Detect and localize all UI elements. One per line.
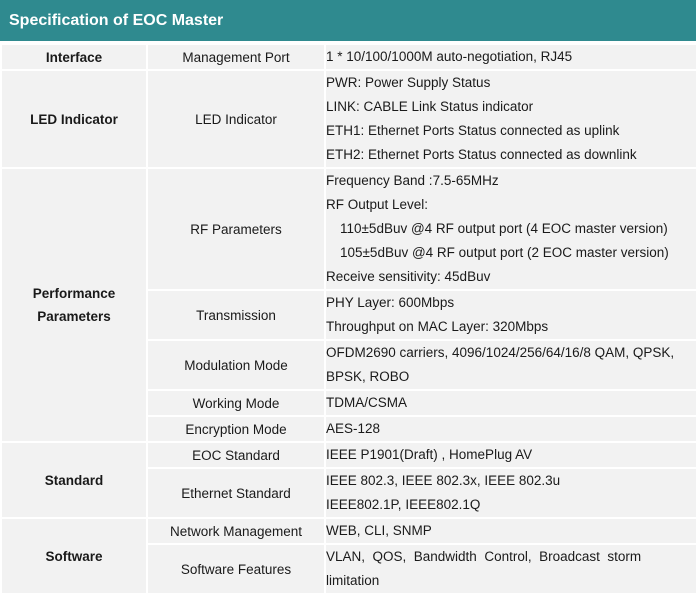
value-cell: AES-128 <box>324 415 696 443</box>
value-line: 105±5dBuv @4 RF output port (2 EOC maste… <box>340 245 669 260</box>
value-cell: Frequency Band :7.5-65MHz RF Output Leve… <box>324 167 696 291</box>
label-cell: Encryption Mode <box>146 415 326 443</box>
category-cell: LED Indicator <box>0 69 148 169</box>
value-cell: VLAN, QOS, Bandwidth Control, Broadcast … <box>324 543 696 595</box>
label-cell: RF Parameters <box>146 167 326 291</box>
value-cell: PWR: Power Supply Status LINK: CABLE Lin… <box>324 69 696 169</box>
table-row: Interface Management Port 1 * 10/100/100… <box>0 43 696 71</box>
table-row: Software Features VLAN, QOS, Bandwidth C… <box>1 543 696 595</box>
value-line: ETH2: Ethernet Ports Status connected as… <box>326 147 637 162</box>
label-cell: Management Port <box>146 43 326 71</box>
value-line: IEEE P1901(Draft) , HomePlug AV <box>326 447 533 462</box>
category-cell: Interface <box>0 43 148 71</box>
value-line: IEEE802.1P, IEEE802.1Q <box>326 497 481 512</box>
value-line: RF Output Level: <box>326 197 429 212</box>
category-cell: Performance Parameters <box>0 167 148 443</box>
table-row: Modulation Mode OFDM2690 carriers, 4096/… <box>1 339 696 391</box>
value-line: BPSK, ROBO <box>326 369 410 384</box>
value-line: IEEE 802.3, IEEE 802.3x, IEEE 802.3u <box>326 473 561 488</box>
label-cell: Software Features <box>146 543 326 595</box>
table-row: Standard EOC Standard IEEE P1901(Draft) … <box>0 441 696 519</box>
spec-table: Interface Management Port 1 * 10/100/100… <box>0 43 696 595</box>
value-cell: OFDM2690 carriers, 4096/1024/256/64/16/8… <box>324 339 696 391</box>
value-line: ETH1: Ethernet Ports Status connected as… <box>326 123 620 138</box>
table-row: LED Indicator LED Indicator PWR: Power S… <box>0 69 696 169</box>
category-label: Performance <box>32 286 116 301</box>
label-cell: LED Indicator <box>146 69 326 169</box>
label-cell: EOC Standard <box>146 441 326 469</box>
table-row: Ethernet Standard IEEE 802.3, IEEE 802.3… <box>1 467 696 519</box>
label-cell: Modulation Mode <box>146 339 326 391</box>
page-title: Specification of EOC Master <box>0 0 696 41</box>
table-row: Software Network Management WEB, CLI, SN… <box>0 517 696 595</box>
value-line: Receive sensitivity: 45dBuv <box>326 269 491 284</box>
value-cell: IEEE 802.3, IEEE 802.3x, IEEE 802.3u IEE… <box>324 467 696 519</box>
value-line: PWR: Power Supply Status <box>326 75 491 90</box>
category-label: Parameters <box>37 309 111 324</box>
category-label: LED Indicator <box>30 111 118 127</box>
value-line: 110±5dBuv @4 RF output port (4 EOC maste… <box>340 221 668 236</box>
table-row: Working Mode TDMA/CSMA <box>1 389 696 417</box>
value-cell: TDMA/CSMA <box>324 389 696 417</box>
value-cell: IEEE P1901(Draft) , HomePlug AV <box>324 441 696 469</box>
value-line: OFDM2690 carriers, 4096/1024/256/64/16/8… <box>326 345 675 360</box>
value-line: AES-128 <box>326 421 381 436</box>
value-line: TDMA/CSMA <box>326 395 407 410</box>
value-line: LINK: CABLE Link Status indicator <box>326 99 534 114</box>
category-cell: Standard <box>0 441 148 519</box>
value-line: WEB, CLI, SNMP <box>326 523 432 538</box>
category-label: Software <box>45 548 103 564</box>
label-cell: Ethernet Standard <box>146 467 326 519</box>
value-line: limitation <box>326 573 380 588</box>
label-cell: Transmission <box>146 289 326 341</box>
value-line: PHY Layer: 600Mbps <box>326 295 455 310</box>
value-line: Throughput on MAC Layer: 320Mbps <box>326 319 549 334</box>
value-cell: WEB, CLI, SNMP <box>324 517 696 545</box>
category-cell: Software <box>0 517 148 595</box>
value-line: 1 * 10/100/1000M auto-negotiation, RJ45 <box>326 49 573 64</box>
value-line: VLAN, QOS, Bandwidth Control, Broadcast … <box>326 549 642 564</box>
label-cell: Network Management <box>146 517 326 545</box>
value-cell: PHY Layer: 600Mbps Throughput on MAC Lay… <box>324 289 696 341</box>
value-cell: 1 * 10/100/1000M auto-negotiation, RJ45 <box>324 43 696 71</box>
table-row: Encryption Mode AES-128 <box>1 415 696 443</box>
table-row: Performance Parameters RF Parameters Fre… <box>0 167 696 443</box>
label-cell: Working Mode <box>146 389 326 417</box>
category-label: Interface <box>45 49 103 65</box>
value-line: Frequency Band :7.5-65MHz <box>326 173 499 188</box>
category-label: Standard <box>44 472 104 488</box>
